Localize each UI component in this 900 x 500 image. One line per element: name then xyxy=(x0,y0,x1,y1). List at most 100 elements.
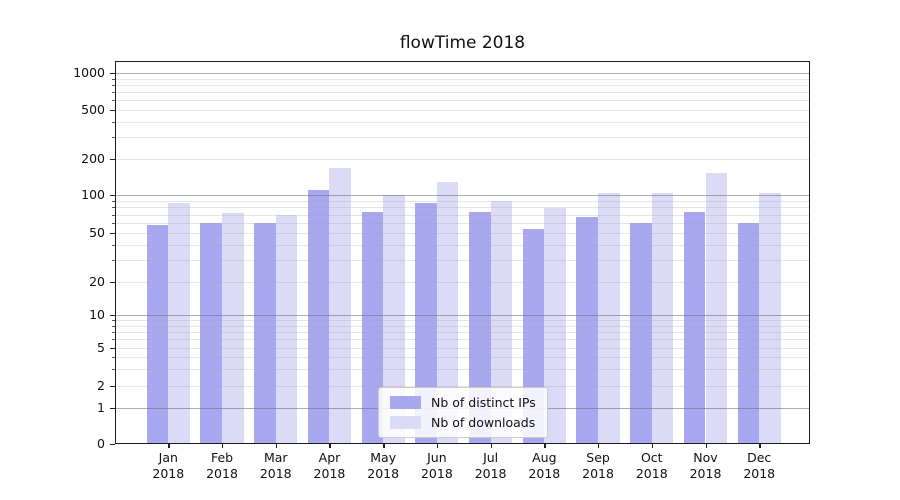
gridline-minor xyxy=(115,348,810,349)
gridline-minor xyxy=(115,214,810,216)
bars-layer xyxy=(115,61,810,444)
bar-downloads-jun xyxy=(436,182,459,444)
bar-downloads-jan xyxy=(168,203,190,444)
bar-downloads-aug xyxy=(544,207,566,444)
y-tick-label: 2 xyxy=(97,378,105,393)
x-tick-label: May 2018 xyxy=(367,450,400,481)
y-tick-label: 1000 xyxy=(73,65,105,80)
x-tick-mark xyxy=(383,444,385,448)
x-tick-mark xyxy=(168,444,170,448)
gridline-minor xyxy=(115,339,810,341)
legend-swatch-distinct-ips xyxy=(390,396,421,409)
bar-downloads-feb xyxy=(222,213,244,444)
x-tick-label: Apr 2018 xyxy=(313,450,346,481)
gridline-minor xyxy=(115,320,810,322)
y-tick-mark xyxy=(110,444,115,446)
y-tick-mark xyxy=(110,315,115,317)
x-tick-label: Jul 2018 xyxy=(474,450,507,481)
bar-downloads-dec xyxy=(759,192,781,444)
legend-item-downloads: Nb of downloads xyxy=(390,415,536,430)
y-tick-mark xyxy=(110,348,115,350)
gridline-major xyxy=(115,195,810,196)
gridline-minor xyxy=(115,223,810,224)
x-tick-mark xyxy=(436,444,439,448)
y-minor-tick-mark xyxy=(112,244,115,246)
x-tick-label: Aug 2018 xyxy=(528,450,561,481)
legend: Nb of distinct IPs Nb of downloads xyxy=(378,387,548,438)
y-minor-tick-mark xyxy=(112,223,115,224)
bar-distinct-ips-may xyxy=(361,212,384,444)
y-tick-label: 500 xyxy=(81,102,105,117)
gridline-minor xyxy=(115,84,810,86)
x-tick-mark xyxy=(759,444,761,448)
legend-label-distinct-ips: Nb of distinct IPs xyxy=(431,395,536,410)
y-tick-label: 20 xyxy=(89,274,105,289)
gridline-major xyxy=(115,73,810,74)
chart-title: flowTime 2018 xyxy=(399,33,526,53)
y-tick-mark xyxy=(110,110,115,112)
y-tick-mark xyxy=(110,408,115,410)
gridline-minor xyxy=(115,357,810,359)
y-tick-mark xyxy=(110,282,115,284)
x-tick-mark xyxy=(598,444,600,448)
y-tick-label: 100 xyxy=(81,187,105,202)
gridline-minor xyxy=(115,260,810,262)
y-tick-label: 0 xyxy=(97,436,105,451)
bar-downloads-nov xyxy=(705,173,728,444)
x-tick-mark xyxy=(329,444,331,448)
y-minor-tick-mark xyxy=(112,260,115,262)
gridline-minor xyxy=(115,325,810,327)
y-tick-label: 50 xyxy=(89,225,105,240)
x-tick-mark xyxy=(651,444,654,448)
x-tick-mark xyxy=(544,444,546,448)
x-tick-label: Mar 2018 xyxy=(259,450,292,481)
y-minor-tick-mark xyxy=(112,357,115,359)
grid-layer xyxy=(115,61,810,444)
x-tick-label: Feb 2018 xyxy=(206,450,238,481)
plot-area: Nb of distinct IPs Nb of downloads xyxy=(115,61,810,444)
gridline-minor xyxy=(115,207,810,209)
gridline-minor xyxy=(115,100,810,102)
y-tick-label: 200 xyxy=(81,151,105,166)
y-minor-tick-mark xyxy=(112,207,115,209)
gridline-minor xyxy=(115,282,810,283)
y-tick-mark xyxy=(110,233,115,235)
gridline-minor xyxy=(115,159,810,160)
y-tick-mark xyxy=(110,386,115,388)
x-tick-label: Jan 2018 xyxy=(152,450,185,481)
y-tick-label: 5 xyxy=(97,340,105,355)
gridline-minor xyxy=(115,92,810,94)
gridline-minor xyxy=(115,78,810,80)
legend-item-distinct-ips: Nb of distinct IPs xyxy=(390,395,536,410)
y-minor-tick-mark xyxy=(112,369,115,371)
y-minor-tick-mark xyxy=(112,339,115,341)
gridline-major xyxy=(115,315,810,316)
bar-downloads-may xyxy=(383,195,405,444)
bar-distinct-ips-sep xyxy=(576,216,599,444)
legend-label-downloads: Nb of downloads xyxy=(431,415,536,430)
y-minor-tick-mark xyxy=(112,92,115,94)
x-tick-label: Jun 2018 xyxy=(420,450,453,481)
y-minor-tick-mark xyxy=(112,78,115,80)
y-tick-label: 10 xyxy=(89,307,105,322)
x-tick-label: Nov 2018 xyxy=(689,450,722,481)
y-tick-mark xyxy=(110,195,115,197)
gridline-minor xyxy=(115,244,810,246)
x-tick-label: Sep 2018 xyxy=(582,450,614,481)
x-tick-mark xyxy=(705,444,707,448)
legend-swatch-downloads xyxy=(390,416,421,429)
gridline-minor xyxy=(115,369,810,371)
x-tick-mark xyxy=(275,444,278,448)
bar-downloads-oct xyxy=(651,192,674,444)
bar-distinct-ips-nov xyxy=(683,211,706,444)
y-minor-tick-mark xyxy=(112,200,115,202)
bar-distinct-ips-feb xyxy=(200,223,222,444)
x-tick-mark xyxy=(490,444,492,448)
y-minor-tick-mark xyxy=(112,325,115,327)
y-minor-tick-mark xyxy=(112,100,115,102)
x-tick-mark xyxy=(222,444,224,448)
bar-distinct-ips-oct xyxy=(630,223,652,444)
y-minor-tick-mark xyxy=(112,214,115,216)
gridline-minor xyxy=(115,137,810,139)
